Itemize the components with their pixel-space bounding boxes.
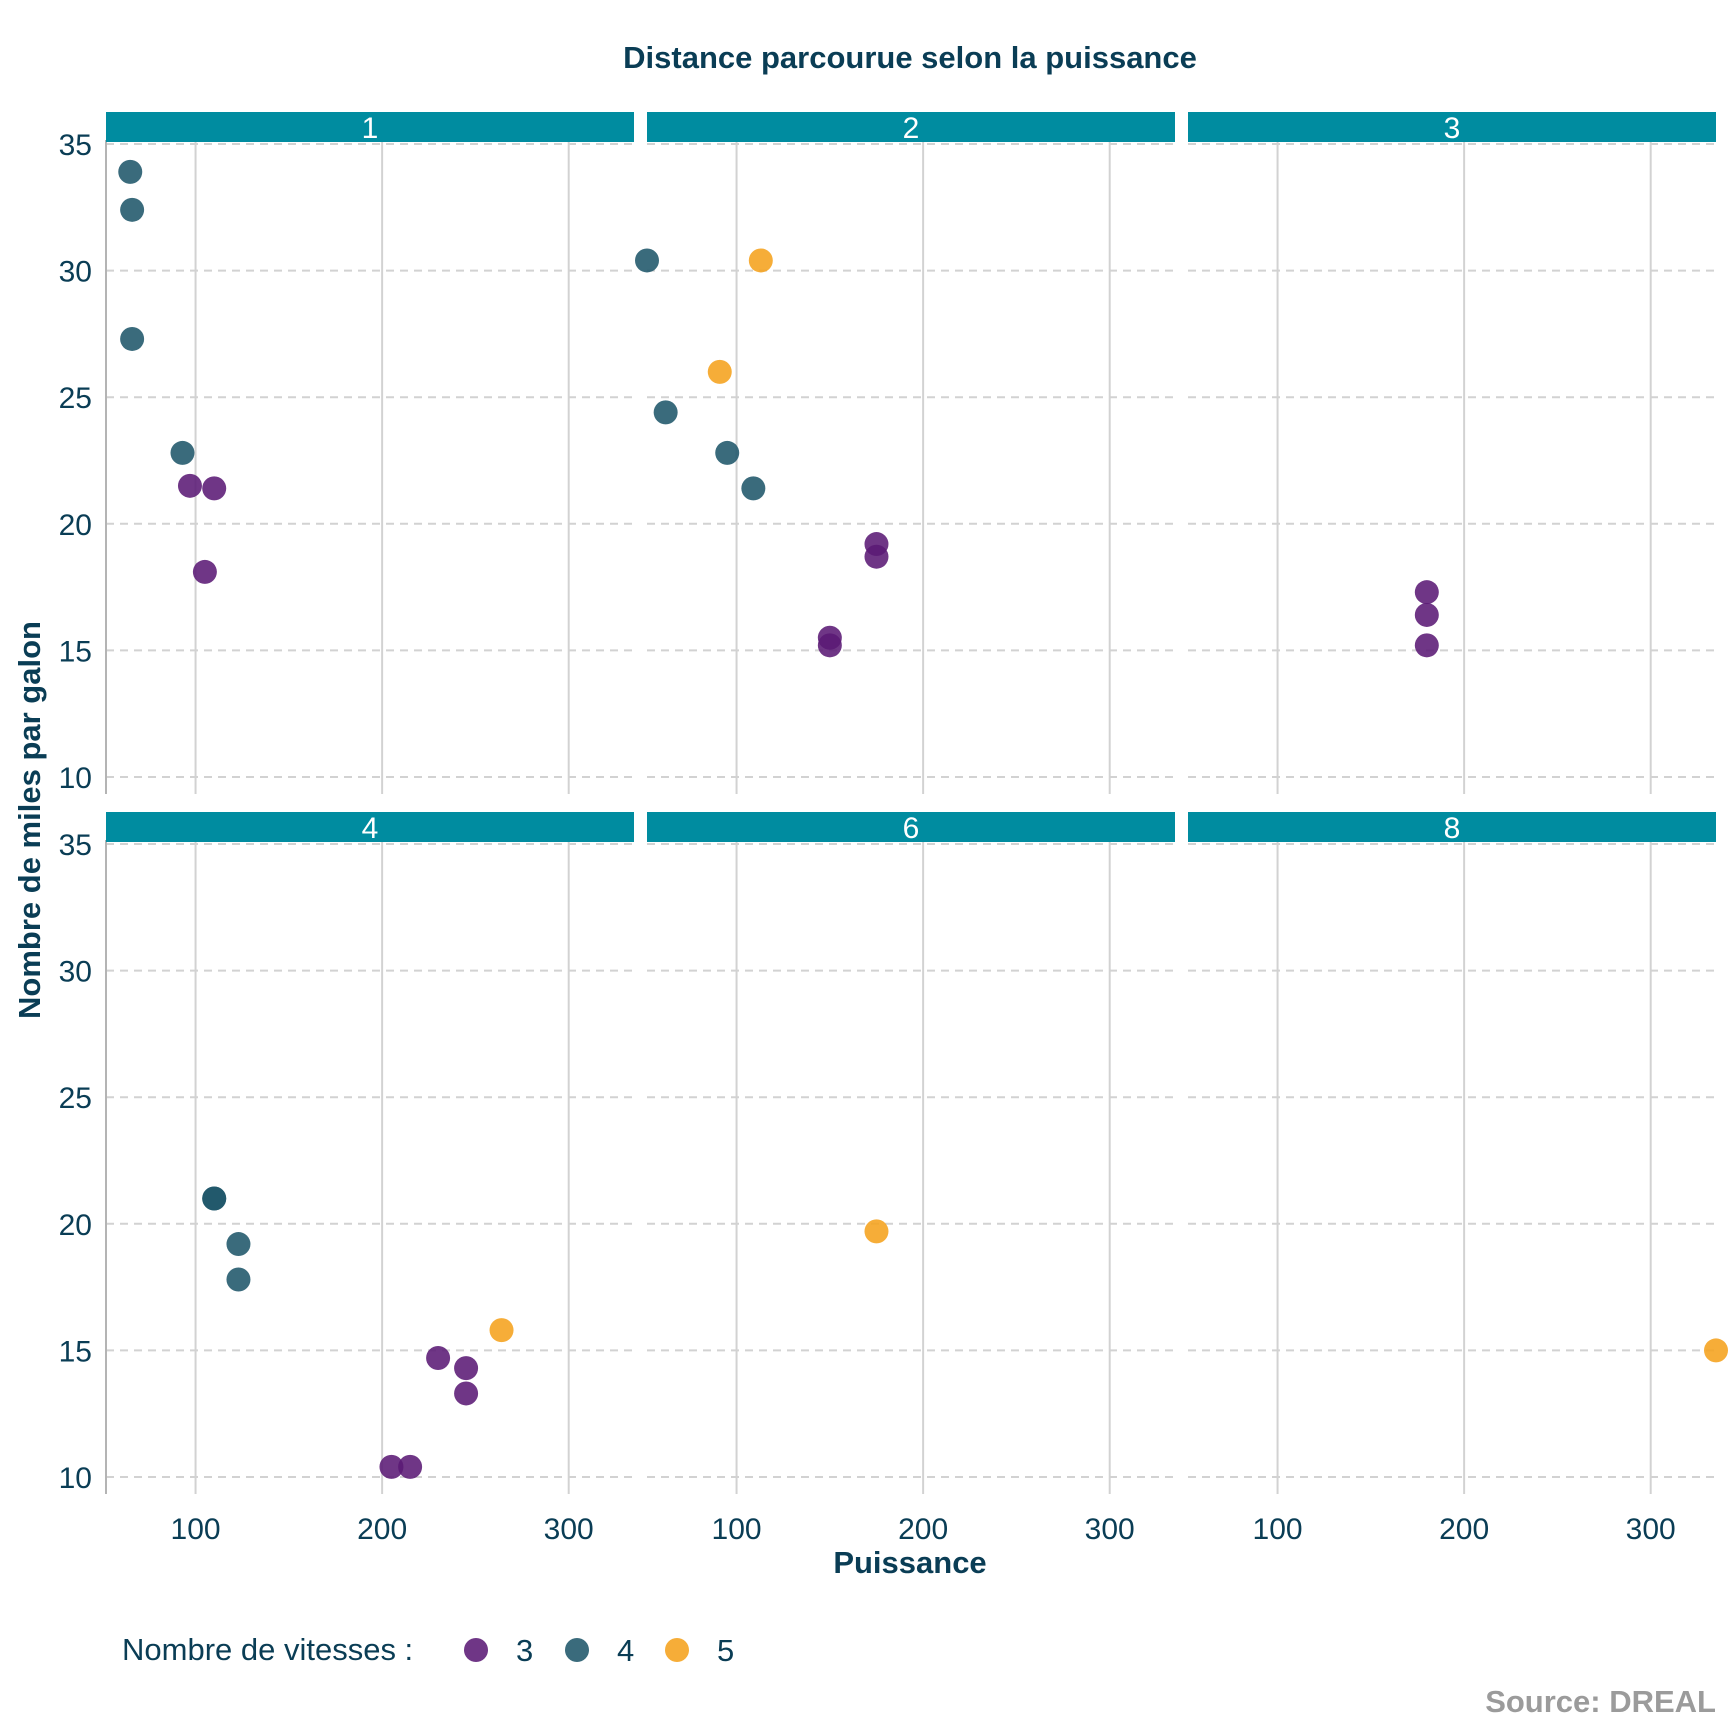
data-point bbox=[398, 1454, 423, 1479]
facet-strip bbox=[647, 112, 1175, 142]
x-tick-label: 100 bbox=[1253, 1513, 1303, 1546]
x-tick-label: 200 bbox=[1439, 1513, 1489, 1546]
legend: Nombre de vitesses : 3 4 5 bbox=[122, 1632, 734, 1668]
data-point bbox=[715, 440, 740, 465]
legend-key-5 bbox=[665, 1638, 689, 1662]
data-point bbox=[635, 248, 659, 273]
y-tick-label: 15 bbox=[59, 1335, 92, 1368]
x-tick-label: 300 bbox=[1085, 1513, 1135, 1546]
data-point bbox=[741, 476, 766, 501]
x-axis-title: Puissance bbox=[833, 1545, 986, 1580]
x-tick-label: 100 bbox=[712, 1513, 762, 1546]
panel-8: 8 bbox=[1188, 812, 1728, 1494]
y-tick-label: 30 bbox=[59, 256, 92, 289]
data-point bbox=[120, 197, 145, 222]
chart-title: Distance parcourue selon la puissance bbox=[623, 40, 1197, 75]
facet-strip-label: 8 bbox=[1444, 812, 1461, 845]
y-tick-label: 25 bbox=[59, 382, 92, 415]
y-tick-label: 10 bbox=[59, 1462, 92, 1495]
legend-key-3 bbox=[464, 1638, 488, 1662]
panel-3: 3 bbox=[1188, 112, 1716, 794]
y-tick-label: 10 bbox=[59, 762, 92, 795]
data-point bbox=[226, 1267, 251, 1292]
data-point bbox=[864, 544, 889, 569]
x-axis: 100 200 300 100 200 300 100 200 300 bbox=[171, 1513, 1676, 1546]
data-point bbox=[118, 159, 143, 184]
facet-strip-label: 2 bbox=[903, 112, 920, 145]
y-tick-label: 15 bbox=[59, 635, 92, 668]
legend-label-5: 5 bbox=[717, 1633, 734, 1668]
data-point bbox=[202, 1186, 227, 1211]
data-point bbox=[120, 326, 145, 351]
data-point bbox=[454, 1381, 479, 1406]
data-point bbox=[707, 359, 732, 384]
source-note: Source: DREAL bbox=[1485, 1684, 1716, 1719]
panel-2: 2 bbox=[635, 112, 1175, 794]
facet-strip bbox=[106, 112, 634, 142]
panel-1: 10 15 20 25 30 35 1 bbox=[59, 112, 634, 795]
facet-strip bbox=[1188, 812, 1716, 842]
x-tick-label: 100 bbox=[171, 1513, 221, 1546]
y-tick-label: 20 bbox=[59, 509, 92, 542]
x-tick-label: 300 bbox=[544, 1513, 594, 1546]
y-tick-label: 35 bbox=[59, 129, 92, 162]
data-point bbox=[817, 633, 842, 658]
legend-label-3: 3 bbox=[516, 1633, 533, 1668]
data-point bbox=[202, 476, 227, 501]
y-tick-label: 35 bbox=[59, 829, 92, 862]
x-tick-label: 200 bbox=[357, 1513, 407, 1546]
data-point bbox=[192, 559, 217, 584]
data-point bbox=[748, 248, 773, 273]
y-axis-title: Nombre de miles par galon bbox=[12, 621, 47, 1019]
data-point bbox=[1704, 1338, 1728, 1363]
facet-strip-label: 4 bbox=[362, 812, 379, 845]
facet-strip-label: 1 bbox=[362, 112, 379, 145]
data-point bbox=[454, 1356, 479, 1381]
legend-label-4: 4 bbox=[617, 1633, 634, 1668]
data-point bbox=[379, 1454, 404, 1479]
data-point bbox=[170, 440, 195, 465]
x-tick-label: 200 bbox=[898, 1513, 948, 1546]
panel-4: 10 15 20 25 30 35 4 bbox=[59, 812, 634, 1495]
facet-strip-label: 6 bbox=[903, 812, 920, 845]
data-point bbox=[864, 1219, 889, 1244]
y-tick-label: 30 bbox=[59, 956, 92, 989]
panel-6: 6 bbox=[647, 812, 1175, 1494]
data-point bbox=[489, 1318, 514, 1343]
data-point bbox=[1414, 633, 1439, 658]
data-point bbox=[177, 473, 202, 498]
y-tick-label: 25 bbox=[59, 1082, 92, 1115]
data-point bbox=[653, 400, 678, 425]
data-point bbox=[1414, 580, 1439, 605]
legend-key-4 bbox=[565, 1638, 589, 1662]
data-point bbox=[226, 1232, 251, 1257]
data-point bbox=[426, 1345, 451, 1370]
facet-strip-label: 3 bbox=[1444, 112, 1461, 145]
legend-title: Nombre de vitesses : bbox=[122, 1632, 413, 1667]
y-tick-label: 20 bbox=[59, 1209, 92, 1242]
facet-strip bbox=[1188, 112, 1716, 142]
facet-strip bbox=[647, 812, 1175, 842]
data-point bbox=[1414, 602, 1439, 627]
legend-items: 3 4 5 bbox=[464, 1633, 734, 1668]
facet-strip bbox=[106, 812, 634, 842]
x-tick-label: 300 bbox=[1626, 1513, 1676, 1546]
